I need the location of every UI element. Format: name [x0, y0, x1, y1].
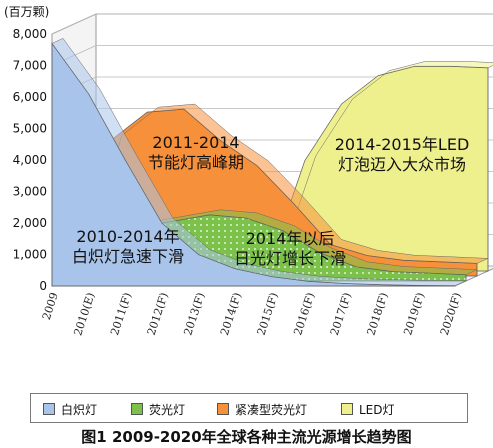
annotation-line: 节能灯高峰期 — [148, 153, 244, 172]
legend-label-cfl: 紧凑型荧光灯 — [235, 402, 308, 417]
series-ribbon-cfl — [73, 103, 489, 277]
x-tick-label: 2013(F) — [181, 291, 207, 337]
legend-item-cfl: 紧凑型荧光灯 — [217, 402, 308, 417]
legend-label-incandescent: 白炽灯 — [61, 402, 98, 417]
x-tick-label: 2020(F) — [438, 291, 464, 337]
legend-item-fluorescent: 荧光灯 — [131, 402, 186, 417]
y-tick-label: 0 — [39, 279, 47, 293]
y-tick-label: 4,000 — [13, 153, 47, 167]
gridline — [51, 13, 493, 35]
chart: 0 1,000 2,000 3,000 4,000 5,000 6,000 7,000 8,00… — [4, 5, 493, 337]
x-tick-label: 2015(F) — [255, 291, 281, 337]
y-tick-label: 8,000 — [13, 27, 47, 41]
annotation-line: 2010-2014年 — [76, 227, 179, 246]
annotation-line: 日光灯增长下滑 — [234, 249, 346, 268]
annotation-line: 2011-2014 — [152, 133, 239, 152]
y-tick-label: 5,000 — [13, 122, 47, 136]
y-tick-label: 6,000 — [13, 90, 47, 104]
legend-item-incandescent: 白炽灯 — [43, 402, 98, 417]
legend-label-fluorescent: 荧光灯 — [149, 402, 186, 417]
legend-swatch-led — [341, 403, 353, 415]
x-tick-label: 2012(F) — [145, 291, 171, 337]
x-tick-label: 2009 — [40, 291, 61, 322]
x-tick-label: 2018(F) — [365, 291, 391, 337]
legend-swatch-fluorescent — [131, 403, 143, 415]
x-tick-label: 2019(F) — [401, 291, 427, 337]
series-areas — [51, 38, 493, 287]
figure-caption: 图1 2009-2020年全球各种主流光源增长趋势图 — [81, 428, 412, 446]
annotation-line: 白炽灯急速下滑 — [72, 247, 184, 266]
legend-swatch-cfl — [217, 403, 229, 415]
legend-item-led: LED灯 — [341, 402, 395, 417]
annotation-line: 2014-2015年LED — [335, 135, 470, 154]
series-ribbon-fluorescent — [62, 209, 478, 282]
x-tick-label: 2014(F) — [218, 291, 244, 337]
annotation-line: 灯泡迈入大众市场 — [338, 155, 466, 174]
legend: 白炽灯 荧光灯 紧凑型荧光灯 LED灯 — [30, 393, 468, 423]
x-axis-tick-labels: 2009 2010(E) 2011(F) 2012(F) 2013(F) 2014(F) 2… — [40, 291, 464, 337]
series-incandescent — [51, 38, 467, 287]
x-tick-label: 2011(F) — [108, 291, 134, 337]
y-tick-label: 7,000 — [13, 59, 47, 73]
series-ribbon-incandescent — [51, 38, 467, 286]
x-tick-label: 2017(F) — [328, 291, 354, 337]
x-tick-label: 2016(F) — [291, 291, 317, 337]
annotation-line: 2014年以后 — [246, 229, 335, 248]
y-tick-label: 1,000 — [13, 248, 47, 262]
y-axis-tick-labels: 0 1,000 2,000 3,000 4,000 5,000 6,000 7,000 8,00… — [13, 27, 47, 293]
x-tick-label: 2010(E) — [71, 291, 97, 337]
y-tick-label: 2,000 — [13, 216, 47, 230]
legend-swatch-incandescent — [43, 403, 55, 415]
y-axis-unit-label: (百万颗) — [4, 5, 49, 19]
y-tick-label: 3,000 — [13, 185, 47, 199]
legend-label-led: LED灯 — [359, 402, 395, 417]
